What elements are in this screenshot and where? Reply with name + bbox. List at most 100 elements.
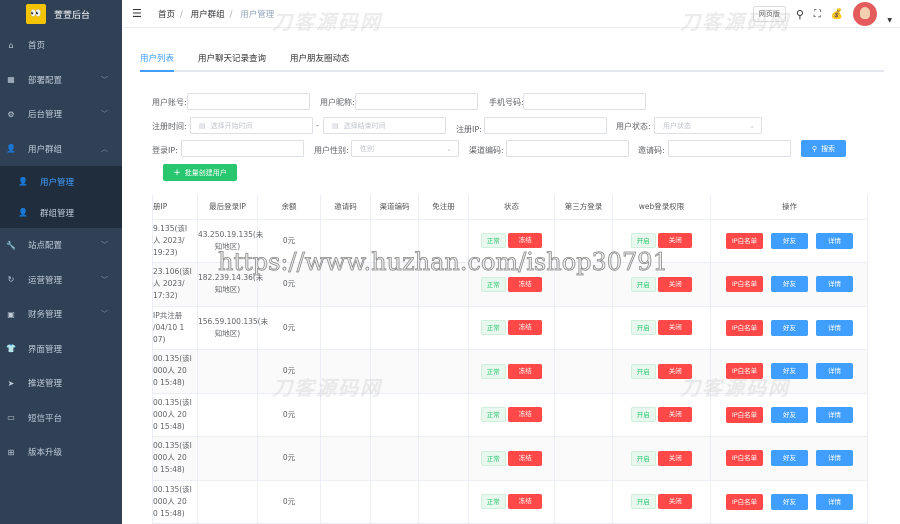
normal-button[interactable]: 正常	[480, 320, 506, 336]
search-icon[interactable]: ⚲	[795, 7, 804, 21]
detail-button[interactable]: 详情	[816, 493, 853, 510]
batch-create-button[interactable]: + 批量创建用户	[163, 164, 237, 181]
end-date-input[interactable]: ▤ 选择结束时间	[323, 117, 446, 134]
detail-button[interactable]: 详情	[816, 406, 853, 423]
start-date-input[interactable]: ▤ 选择开始时间	[190, 117, 313, 134]
nickname-input[interactable]	[355, 93, 478, 110]
sidebar: 👀 萱萱后台 ⌂ 首页 ▦ 部署配置 ﹀ ⚙ 后台管理 ﹀ 👤 用户群组 ︿ 👤 用户管理 👤 群组管理 🔧 站…	[0, 0, 122, 524]
ip-whitelist-button[interactable]: IP白名单	[726, 319, 763, 336]
friends-button[interactable]: 好友	[771, 406, 808, 423]
breadcrumb-group[interactable]: 用户群组	[190, 9, 225, 20]
enable-button[interactable]: 开启	[630, 450, 656, 466]
breadcrumb-home[interactable]: 首页	[158, 9, 176, 20]
normal-button[interactable]: 正常	[480, 276, 506, 292]
detail-button[interactable]: 详情	[816, 363, 853, 380]
sidebar-item[interactable]: ⌂ 首页	[0, 28, 122, 63]
disable-button[interactable]: 关闭	[658, 276, 693, 292]
account-input[interactable]	[187, 93, 310, 110]
detail-button[interactable]: 详情	[816, 450, 853, 467]
status-cell: 正常 冻结	[468, 305, 555, 350]
enable-button[interactable]: 开启	[630, 233, 656, 249]
last-ip-cell	[197, 436, 258, 481]
invite-input[interactable]	[668, 140, 791, 157]
channel-input[interactable]	[506, 140, 629, 157]
sidebar-item[interactable]: ▭ 短信平台	[0, 401, 122, 436]
batch-create-label: 批量创建用户	[184, 168, 227, 177]
sidebar-item[interactable]: ▣ 财务管理 ﹀	[0, 297, 122, 332]
disable-button[interactable]: 关闭	[658, 450, 693, 466]
enable-button[interactable]: 开启	[630, 363, 656, 379]
friends-button[interactable]: 好友	[771, 450, 808, 467]
sidebar-item[interactable]: 🔧 站点配置 ﹀	[0, 228, 122, 263]
normal-button[interactable]: 正常	[480, 363, 506, 379]
sidebar-item[interactable]: 👕 界面管理	[0, 332, 122, 367]
freeze-button[interactable]: 冻结	[508, 494, 543, 510]
sidebar-item[interactable]: ➤ 推送管理	[0, 366, 122, 401]
tab-user-list[interactable]: 用户列表	[140, 52, 175, 72]
disable-button[interactable]: 关闭	[658, 494, 693, 510]
tab-chat-records[interactable]: 用户聊天记录查询	[198, 54, 267, 64]
invite-label: 邀请码:	[638, 146, 665, 155]
search-button[interactable]: ⚲ 搜索	[801, 140, 846, 157]
enable-button[interactable]: 开启	[630, 494, 656, 510]
reg-ip-cell: IP共注册 /04/10 1 07)	[152, 305, 198, 350]
freeze-button[interactable]: 冻结	[508, 363, 543, 379]
status-select[interactable]: 用户状态 ⌄	[654, 117, 762, 134]
gender-select[interactable]: 性别 ⌄	[351, 140, 459, 157]
normal-button[interactable]: 正常	[480, 450, 506, 466]
calendar-icon: ▤	[332, 121, 339, 130]
third-party-cell	[554, 305, 613, 350]
menu-toggle-icon[interactable]: ☰	[132, 7, 142, 20]
detail-button[interactable]: 详情	[816, 319, 853, 336]
freeze-button[interactable]: 冻结	[508, 450, 543, 466]
disable-button[interactable]: 关闭	[658, 233, 693, 249]
disable-button[interactable]: 关闭	[658, 363, 693, 379]
disable-button[interactable]: 关闭	[658, 407, 693, 423]
caret-down-icon[interactable]: ▼	[887, 16, 892, 24]
enable-button[interactable]: 开启	[630, 276, 656, 292]
ip-whitelist-button[interactable]: IP白名单	[726, 276, 763, 293]
freeze-button[interactable]: 冻结	[508, 320, 543, 336]
sidebar-subitem[interactable]: 👤 群组管理	[0, 197, 122, 228]
detail-button[interactable]: 详情	[816, 276, 853, 293]
ip-whitelist-button[interactable]: IP白名单	[726, 232, 763, 249]
enable-button[interactable]: 开启	[630, 407, 656, 423]
login-ip-input[interactable]	[181, 140, 304, 157]
disable-button[interactable]: 关闭	[658, 320, 693, 336]
normal-button[interactable]: 正常	[480, 233, 506, 249]
ip-whitelist-button[interactable]: IP白名单	[726, 493, 763, 510]
sidebar-subitem[interactable]: 👤 用户管理	[0, 166, 122, 197]
sidebar-item-label: 短信平台	[28, 413, 63, 424]
sidebar-item[interactable]: ⊞ 版本升级	[0, 435, 122, 470]
normal-button[interactable]: 正常	[480, 494, 506, 510]
friends-button[interactable]: 好友	[771, 493, 808, 510]
money-bag-icon[interactable]: 💰	[830, 8, 844, 20]
normal-button[interactable]: 正常	[480, 407, 506, 423]
sidebar-item[interactable]: ▦ 部署配置 ﹀	[0, 63, 122, 98]
ip-whitelist-button[interactable]: IP白名单	[726, 406, 763, 423]
sidebar-item[interactable]: ⚙ 后台管理 ﹀	[0, 97, 122, 132]
actions-cell: IP白名单 好友 详情	[710, 479, 867, 524]
ip-whitelist-button[interactable]: IP白名单	[726, 363, 763, 380]
sidebar-item[interactable]: 👤 用户群组 ︿	[0, 132, 122, 167]
friends-button[interactable]: 好友	[771, 319, 808, 336]
submenu: 👤 用户管理 👤 群组管理	[0, 166, 122, 228]
ip-whitelist-button[interactable]: IP白名单	[726, 450, 763, 467]
logo[interactable]: 👀 萱萱后台	[0, 0, 122, 28]
tab-moments[interactable]: 用户朋友圈动态	[290, 54, 350, 64]
freeze-button[interactable]: 冻结	[508, 276, 543, 292]
friends-button[interactable]: 好友	[771, 276, 808, 293]
friends-button[interactable]: 好友	[771, 363, 808, 380]
detail-button[interactable]: 详情	[816, 232, 853, 249]
avatar[interactable]	[853, 2, 878, 26]
phone-input[interactable]	[523, 93, 646, 110]
freeze-button[interactable]: 冻结	[508, 407, 543, 423]
fullscreen-icon[interactable]: ⛶	[813, 8, 821, 20]
table-row: 00.135(该I 000人 20 0 15:48) 0元 正常 冻结 开启 关…	[152, 436, 867, 481]
freeze-button[interactable]: 冻结	[508, 233, 543, 249]
enable-button[interactable]: 开启	[630, 320, 656, 336]
sidebar-item[interactable]: ↻ 运营管理 ﹀	[0, 263, 122, 298]
web-version-button[interactable]: 网页版	[752, 6, 786, 22]
friends-button[interactable]: 好友	[771, 232, 808, 249]
reg-ip-input[interactable]	[484, 117, 607, 134]
